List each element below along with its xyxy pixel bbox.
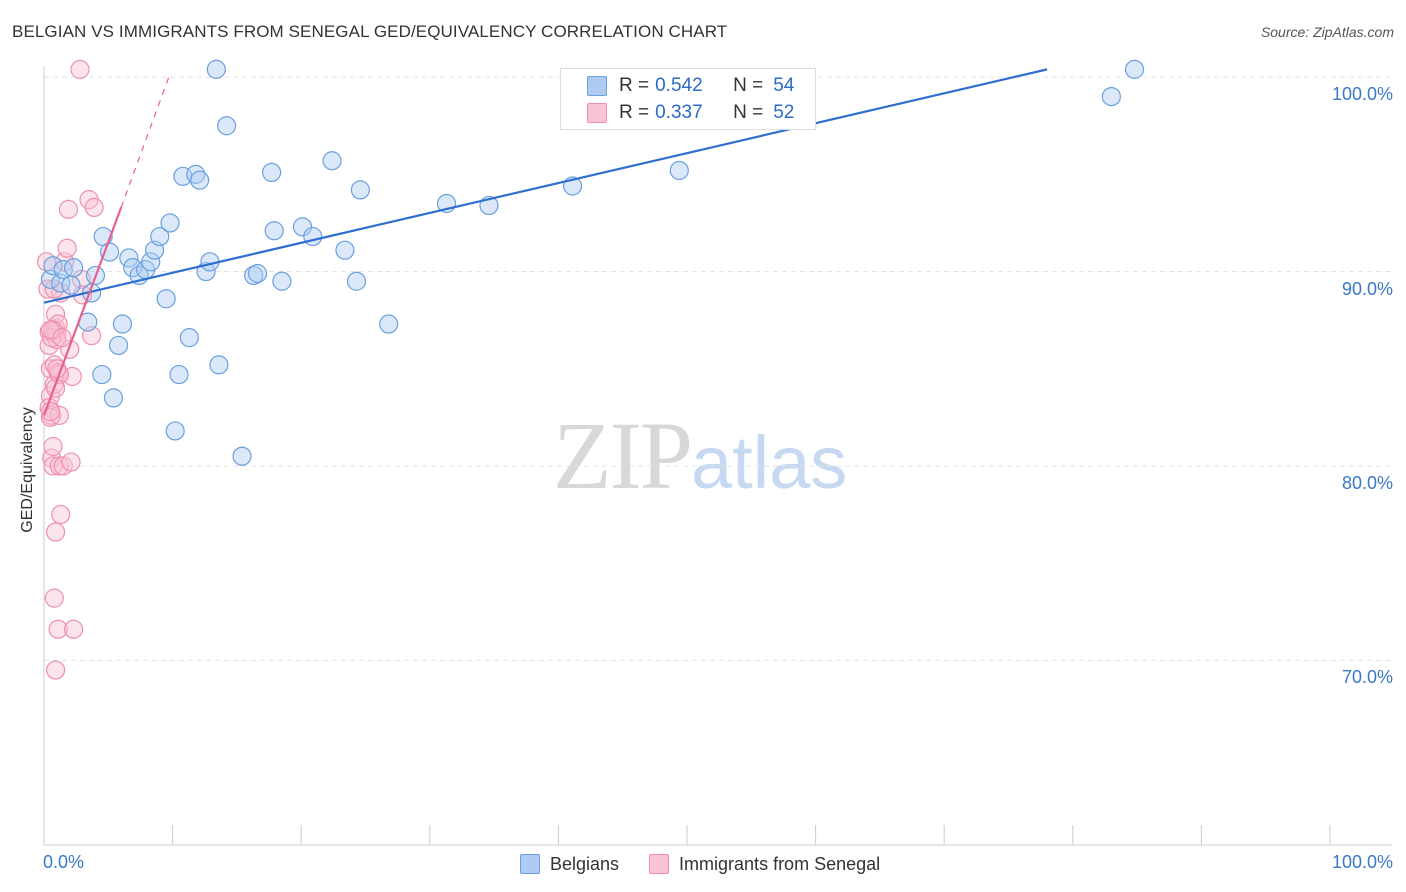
senegal-swatch (587, 103, 607, 123)
watermark-atlas: atlas (691, 421, 848, 504)
data-point (190, 170, 210, 190)
data-point (262, 162, 282, 183)
data-point (52, 328, 72, 348)
data-point (346, 271, 367, 291)
data-point (335, 240, 355, 260)
data-point (58, 199, 79, 219)
legend-row-senegal: R = 0.337 N = 52 (587, 102, 794, 124)
data-point (141, 252, 161, 272)
n-label: N = (733, 102, 764, 123)
legend-item-senegal[interactable]: Immigrants from Senegal (649, 854, 880, 875)
y-tick-label: 70.0% (1341, 667, 1393, 688)
data-point (156, 289, 176, 309)
source-label: Source: ZipAtlas.com (1260, 24, 1394, 40)
data-point (40, 320, 61, 340)
senegal-points (36, 59, 104, 680)
senegal-trend-line (120, 76, 170, 208)
data-point (103, 388, 124, 408)
legend-row-belgians: R = 0.542 N = 54 (587, 75, 794, 97)
senegal-r-value: 0.337 (655, 102, 703, 123)
watermark-zip: ZIP (553, 402, 693, 509)
data-point (44, 588, 64, 608)
series-legend: Belgians Immigrants from Senegal (520, 852, 910, 876)
data-point (217, 116, 237, 136)
data-point (350, 180, 370, 200)
data-point (119, 248, 139, 268)
data-point (63, 619, 84, 639)
data-point (61, 275, 81, 295)
data-point (45, 378, 66, 398)
data-point (232, 446, 252, 466)
data-point (292, 217, 313, 237)
data-point (379, 314, 399, 334)
data-point (57, 238, 77, 258)
belgians-n-value: 54 (773, 75, 795, 96)
data-point (92, 364, 112, 385)
r-label: R = (619, 75, 650, 96)
data-point (63, 258, 84, 278)
data-point (48, 619, 68, 639)
belgians-r-value: 0.542 (655, 75, 703, 96)
data-point (272, 271, 292, 291)
belgians-swatch (587, 76, 607, 96)
r-label: R = (619, 102, 650, 123)
data-point (45, 660, 66, 680)
data-point (51, 504, 71, 525)
y-tick-label: 100.0% (1331, 84, 1393, 105)
data-point (112, 314, 133, 334)
data-point (45, 522, 66, 542)
data-point (150, 226, 170, 247)
data-point (247, 263, 268, 284)
senegal-n-value: 52 (773, 102, 795, 123)
data-point (1101, 86, 1121, 107)
data-point (669, 160, 689, 181)
data-point (40, 401, 61, 422)
data-point (160, 213, 180, 233)
watermark: ZIPatlas (553, 400, 847, 511)
data-point (70, 59, 90, 79)
belgians-trend-line (43, 68, 1048, 304)
belgians-legend-swatch (520, 854, 540, 874)
data-point (1124, 59, 1145, 79)
n-label: N = (733, 75, 764, 96)
data-point (43, 256, 63, 276)
y-tick-label: 90.0% (1341, 278, 1393, 299)
y-axis-label: GED/Equivalency (19, 407, 36, 533)
senegal-trend-line (42, 207, 123, 416)
x-tick-label-max: 100.0% (1331, 852, 1393, 872)
legend-item-belgians[interactable]: Belgians (520, 854, 619, 875)
trend-lines (42, 68, 1048, 416)
data-point (179, 328, 199, 348)
y-tick-label: 80.0% (1341, 472, 1393, 493)
data-point (209, 355, 229, 375)
data-point (264, 221, 284, 241)
stats-legend: R = 0.542 N = 54 R = 0.337 N = 52 (560, 68, 816, 130)
data-point (169, 364, 189, 385)
x-tick-label-min: 0.0% (43, 852, 85, 872)
data-point (43, 456, 63, 476)
senegal-legend-label: Immigrants from Senegal (679, 853, 881, 874)
grid-lines (44, 76, 1390, 661)
data-point (322, 151, 342, 171)
senegal-legend-swatch (649, 854, 670, 874)
data-point (60, 339, 80, 359)
data-point (42, 328, 62, 348)
data-point (84, 197, 104, 217)
axes (43, 66, 1392, 846)
data-point (43, 436, 63, 457)
data-point (108, 335, 129, 356)
data-point (303, 226, 323, 247)
chart-title: BELGIAN VS IMMIGRANTS FROM SENEGAL GED/E… (12, 22, 728, 41)
belgians-legend-label: Belgians (550, 853, 620, 874)
data-point (61, 452, 81, 472)
data-point (206, 59, 226, 79)
data-point (71, 269, 91, 289)
belgian-points (40, 59, 1145, 466)
data-point (165, 421, 185, 441)
